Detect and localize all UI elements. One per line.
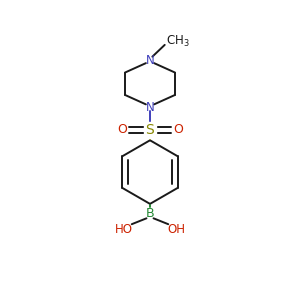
Text: O: O <box>173 124 183 136</box>
Text: CH$_3$: CH$_3$ <box>166 34 190 50</box>
Text: O: O <box>117 124 127 136</box>
Text: N: N <box>146 101 154 114</box>
Text: S: S <box>146 123 154 137</box>
Text: N: N <box>146 54 154 67</box>
Text: HO: HO <box>115 223 133 236</box>
Text: B: B <box>146 207 154 220</box>
Text: OH: OH <box>167 223 185 236</box>
